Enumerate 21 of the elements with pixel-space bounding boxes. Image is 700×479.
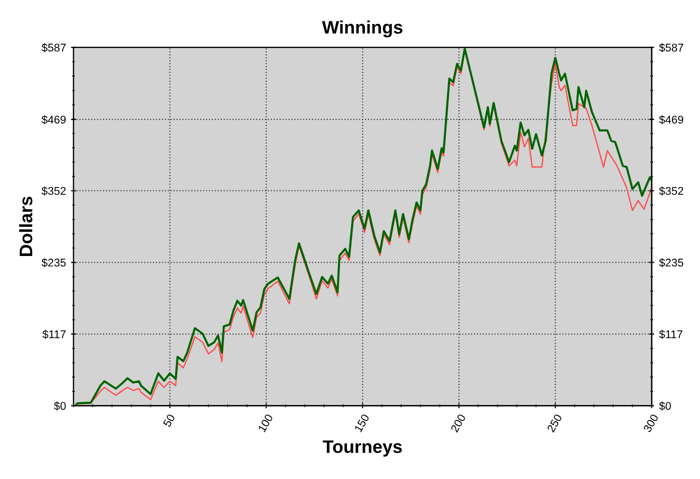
chart-title: Winnings: [322, 20, 402, 38]
y2-tick-label: $235: [659, 258, 684, 268]
y-tick-label: $117: [42, 330, 66, 339]
x-tick-label: 250: [546, 414, 562, 433]
y2-tick-label: $587: [659, 43, 684, 52]
y2-tick-label: $469: [659, 115, 684, 124]
y2-tick-label: $0: [659, 402, 671, 411]
y2-tick-label: $352: [659, 186, 684, 196]
x-tick-label: 150: [354, 414, 370, 432]
x-axis-title: Tourneys: [322, 440, 402, 457]
x-tick-label: 200: [450, 414, 466, 433]
x-tick-label: 50: [162, 414, 176, 428]
x-tick-label: 300: [643, 414, 659, 433]
y-tick-label: $469: [42, 115, 66, 124]
y-tick-label: $235: [42, 258, 66, 268]
y-tick-label: $352: [42, 186, 66, 196]
y-axis-title: Dollars: [19, 196, 32, 256]
x-tick-label: 100: [258, 414, 274, 432]
y-tick-label: $587: [42, 43, 66, 52]
y-tick-label: $0: [54, 402, 66, 411]
y2-tick-label: $117: [659, 330, 682, 339]
